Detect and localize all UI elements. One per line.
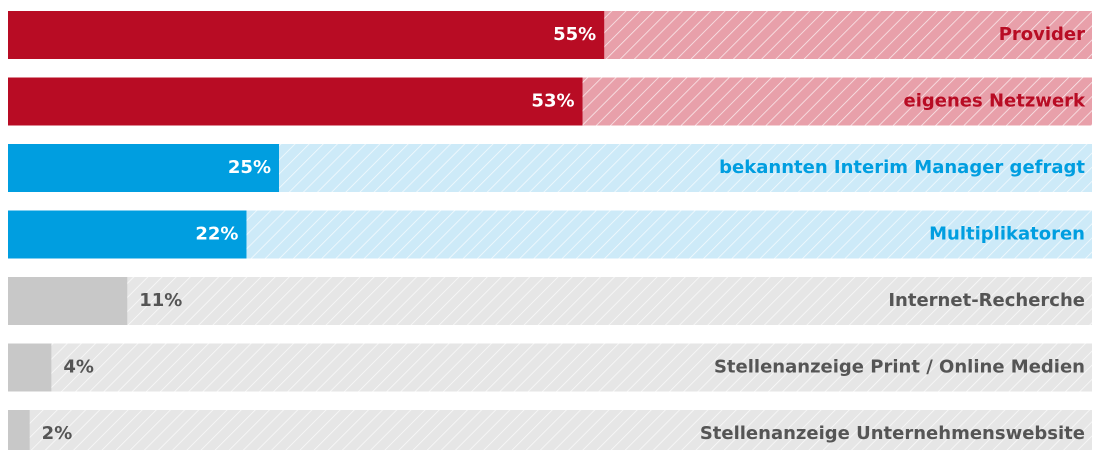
bar (8, 11, 605, 59)
bar (8, 277, 128, 325)
value-label: 25% (228, 157, 271, 178)
value-label: 11% (139, 290, 182, 311)
category-label: Provider (999, 24, 1085, 45)
bar-track (8, 277, 1092, 325)
category-label: Stellenanzeige Print / Online Medien (714, 357, 1085, 378)
bar (8, 410, 30, 450)
category-label: Stellenanzeige Unternehmenswebsite (700, 423, 1085, 444)
bar (8, 144, 279, 192)
bar-track (8, 410, 1092, 450)
category-label: Multiplikatoren (929, 224, 1085, 245)
value-label: 53% (531, 91, 574, 112)
bar (8, 77, 583, 126)
bar (8, 343, 52, 392)
category-label: Internet-Recherche (888, 290, 1085, 311)
value-label: 22% (195, 224, 238, 245)
value-label: 55% (553, 24, 596, 45)
value-label: 4% (63, 357, 94, 378)
category-label: bekannten Interim Manager gefragt (719, 157, 1085, 178)
bar (8, 210, 247, 259)
value-label: 2% (42, 423, 73, 444)
category-label: eigenes Netzwerk (903, 91, 1086, 112)
bar-track (8, 343, 1092, 392)
